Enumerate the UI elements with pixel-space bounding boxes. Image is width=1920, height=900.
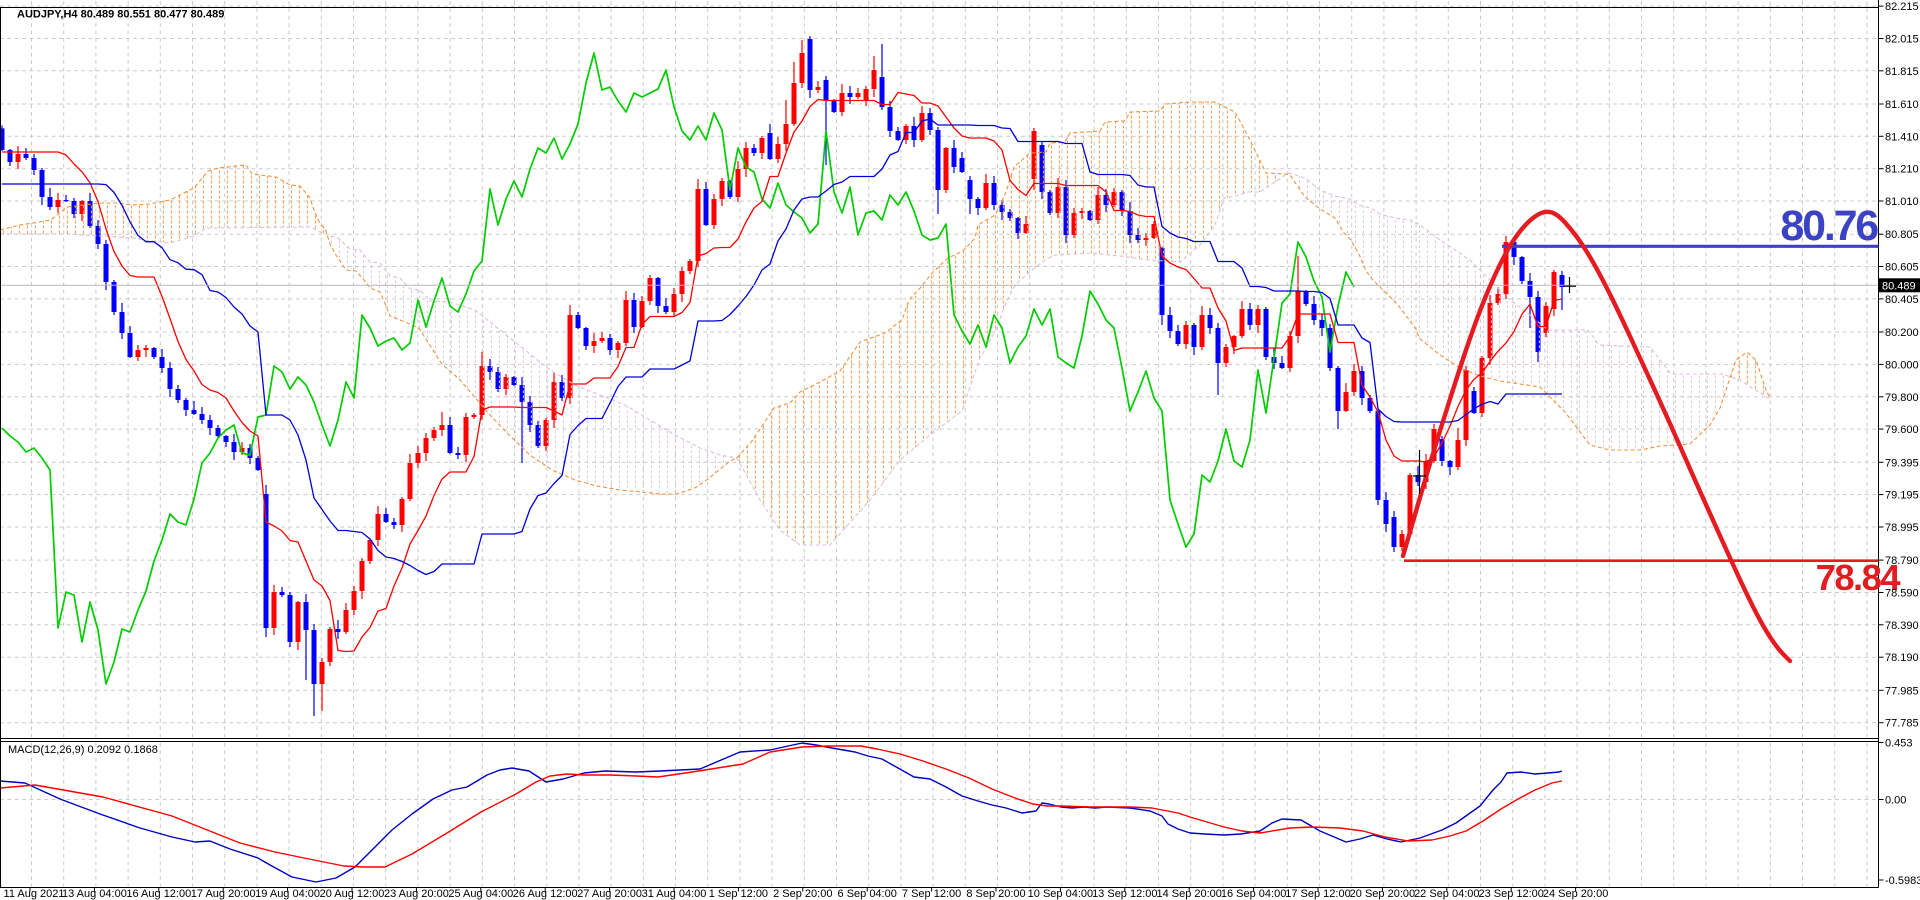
svg-text:19 Aug 04:00: 19 Aug 04:00 [255, 888, 320, 900]
svg-text:23 Sep 12:00: 23 Sep 12:00 [1478, 888, 1543, 900]
svg-text:20 Aug 12:00: 20 Aug 12:00 [320, 888, 385, 900]
svg-text:81.410: 81.410 [1885, 131, 1919, 143]
svg-text:24 Sep 20:00: 24 Sep 20:00 [1543, 888, 1608, 900]
svg-text:11 Aug 2021: 11 Aug 2021 [4, 888, 65, 900]
svg-text:81.010: 81.010 [1885, 196, 1919, 208]
svg-text:80.000: 80.000 [1885, 359, 1919, 371]
svg-text:78.84: 78.84 [1816, 557, 1902, 598]
svg-text:16 Sep 04:00: 16 Sep 04:00 [1221, 888, 1286, 900]
svg-text:17 Sep 12:00: 17 Sep 12:00 [1285, 888, 1350, 900]
svg-text:7 Sep 12:00: 7 Sep 12:00 [902, 888, 961, 900]
svg-text:8 Sep 20:00: 8 Sep 20:00 [966, 888, 1025, 900]
svg-text:13 Sep 12:00: 13 Sep 12:00 [1092, 888, 1157, 900]
svg-text:78.995: 78.995 [1885, 522, 1919, 534]
svg-text:81.210: 81.210 [1885, 164, 1919, 176]
svg-text:77.785: 77.785 [1885, 718, 1919, 730]
svg-text:81.610: 81.610 [1885, 99, 1919, 111]
svg-text:79.395: 79.395 [1885, 457, 1919, 469]
svg-text:20 Sep 20:00: 20 Sep 20:00 [1350, 888, 1415, 900]
svg-text:78.390: 78.390 [1885, 620, 1919, 632]
svg-text:80.200: 80.200 [1885, 327, 1919, 339]
svg-text:79.800: 79.800 [1885, 392, 1919, 404]
svg-text:14 Sep 20:00: 14 Sep 20:00 [1156, 888, 1221, 900]
svg-text:79.600: 79.600 [1885, 424, 1919, 436]
svg-text:80.489: 80.489 [1882, 281, 1916, 293]
svg-text:77.985: 77.985 [1885, 685, 1919, 697]
svg-text:6 Sep 04:00: 6 Sep 04:00 [838, 888, 897, 900]
svg-text:78.190: 78.190 [1885, 652, 1919, 664]
svg-text:80.805: 80.805 [1885, 229, 1919, 241]
svg-text:0.453: 0.453 [1885, 738, 1913, 750]
svg-text:80.76: 80.76 [1780, 202, 1878, 250]
svg-text:25 Aug 04:00: 25 Aug 04:00 [448, 888, 513, 900]
svg-text:80.405: 80.405 [1885, 294, 1919, 306]
svg-text:79.195: 79.195 [1885, 490, 1919, 502]
svg-text:22 Sep 04:00: 22 Sep 04:00 [1414, 888, 1479, 900]
svg-text:26 Aug 12:00: 26 Aug 12:00 [513, 888, 578, 900]
svg-text:13 Aug 04:00: 13 Aug 04:00 [62, 888, 127, 900]
svg-text:16 Aug 12:00: 16 Aug 12:00 [126, 888, 191, 900]
svg-text:81.815: 81.815 [1885, 66, 1919, 78]
svg-text:0.00: 0.00 [1885, 795, 1906, 807]
svg-text:10 Sep 04:00: 10 Sep 04:00 [1028, 888, 1093, 900]
svg-text:31 Aug 04:00: 31 Aug 04:00 [642, 888, 707, 900]
svg-text:-0.5983: -0.5983 [1885, 875, 1920, 887]
svg-text:23 Aug 20:00: 23 Aug 20:00 [384, 888, 449, 900]
svg-text:27 Aug 20:00: 27 Aug 20:00 [577, 888, 642, 900]
svg-text:82.215: 82.215 [1885, 1, 1919, 13]
svg-text:AUDJPY,H4 80.489 80.551 80.47: AUDJPY,H4 80.489 80.551 80.477 80.489 [17, 9, 224, 21]
svg-text:78.590: 78.590 [1885, 588, 1919, 600]
svg-text:82.015: 82.015 [1885, 34, 1919, 46]
svg-text:2 Sep 20:00: 2 Sep 20:00 [773, 888, 832, 900]
svg-text:80.605: 80.605 [1885, 262, 1919, 274]
svg-text:17 Aug 20:00: 17 Aug 20:00 [191, 888, 256, 900]
svg-text:1 Sep 12:00: 1 Sep 12:00 [709, 888, 768, 900]
svg-text:78.790: 78.790 [1885, 555, 1919, 567]
svg-text:MACD(12,26,9) 0.2092 0.1868: MACD(12,26,9) 0.2092 0.1868 [8, 744, 158, 756]
